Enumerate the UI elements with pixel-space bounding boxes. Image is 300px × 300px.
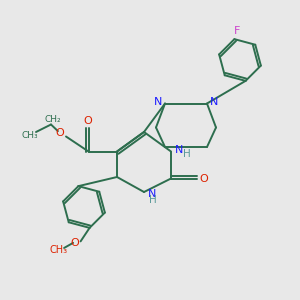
Text: O: O — [71, 238, 80, 248]
Text: CH₃: CH₃ — [49, 245, 67, 255]
Text: O: O — [56, 128, 64, 138]
Text: N: N — [209, 97, 218, 107]
Text: H: H — [183, 149, 190, 159]
Text: H: H — [148, 195, 156, 205]
Text: O: O — [84, 116, 93, 126]
Text: CH₂: CH₂ — [44, 115, 61, 124]
Text: N: N — [154, 97, 163, 107]
Text: N: N — [175, 145, 184, 155]
Text: O: O — [199, 173, 208, 184]
Text: F: F — [234, 26, 241, 36]
Text: N: N — [148, 189, 157, 200]
Text: CH₃: CH₃ — [21, 130, 38, 140]
